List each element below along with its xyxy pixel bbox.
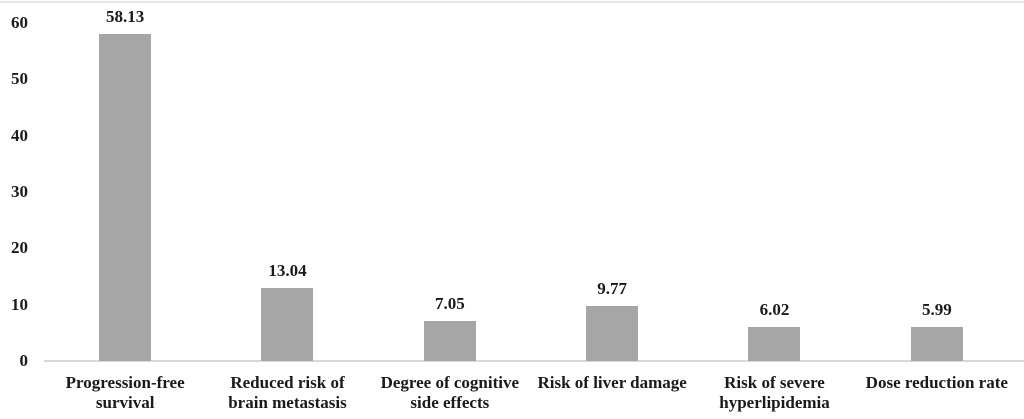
bar-value-label: 13.04 [268,260,307,280]
bar [586,305,639,361]
category-label: Risk of severe hyperlipidemia [719,373,830,412]
y-tick-label: 50 [11,69,28,89]
category-label: Dose reduction rate [865,373,1008,392]
bar [261,287,314,361]
y-tick-label: 10 [11,294,28,314]
bar-group: 13.04 [206,0,368,361]
y-tick-label: 60 [11,13,28,33]
bar-group: 5.99 [856,0,1018,361]
bar-value-label: 7.05 [434,294,465,314]
x-axis-line [44,360,1024,362]
category-label: Degree of cognitive side effects [380,373,520,412]
bar-group: 58.13 [44,0,206,361]
bar-value-label: 5.99 [921,300,952,320]
bar [423,321,476,361]
bar-group: 6.02 [693,0,855,361]
y-axis: 0 10 20 30 40 50 60 [0,0,28,419]
bar [910,327,963,361]
bar-value-label: 6.02 [759,300,790,320]
y-tick-label: 30 [11,182,28,202]
chart-top-border [0,1,1024,3]
category-label: Reduced risk of brain metastasis [228,373,347,412]
bar-value-label: 9.77 [597,278,628,298]
category-label: Risk of liver damage [537,373,687,392]
bar [748,327,801,361]
bar-group: 7.05 [369,0,531,361]
bar-value-label: 58.13 [106,6,145,26]
bar [99,33,152,361]
y-tick-label: 0 [19,351,29,371]
y-tick-label: 40 [11,125,28,145]
category-label: Progression-free survival [65,373,185,412]
y-tick-label: 20 [11,238,28,258]
bar-group: 9.77 [531,0,693,361]
plot-area: 58.13 Progression-free survival 13.04 Reduc… [44,0,1018,419]
